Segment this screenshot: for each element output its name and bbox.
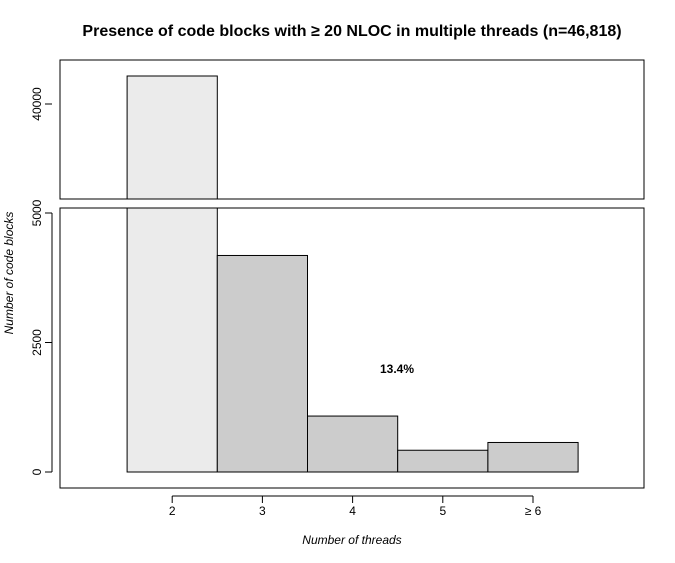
- y-tick-label: 40000: [30, 87, 44, 121]
- y-tick-label: 0: [30, 468, 44, 475]
- x-tick-label: 5: [439, 504, 446, 518]
- x-axis-label: Number of threads: [302, 533, 401, 547]
- upper-panel-frame: [59, 59, 645, 200]
- chart-title: Presence of code blocks with ≥ 20 NLOC i…: [82, 23, 621, 40]
- bar-5: [487, 441, 579, 473]
- y-axis-label: Number of code blocks: [2, 212, 16, 335]
- bar-1-lower: [126, 207, 218, 473]
- percentage-annotation: 13.4%: [380, 362, 414, 376]
- lower-panel-frame: [59, 207, 645, 489]
- bar-4: [397, 449, 489, 473]
- y-tick-label: 2500: [30, 329, 44, 356]
- bar-3: [307, 415, 399, 473]
- x-tick-label: 4: [349, 504, 356, 518]
- x-tick-label: 3: [259, 504, 266, 518]
- bar-2: [216, 254, 308, 473]
- x-tick-label: ≥ 6: [525, 504, 542, 518]
- y-tick-label: 5000: [30, 199, 44, 226]
- bar-1-upper: [126, 75, 218, 200]
- x-tick-label: 2: [169, 504, 176, 518]
